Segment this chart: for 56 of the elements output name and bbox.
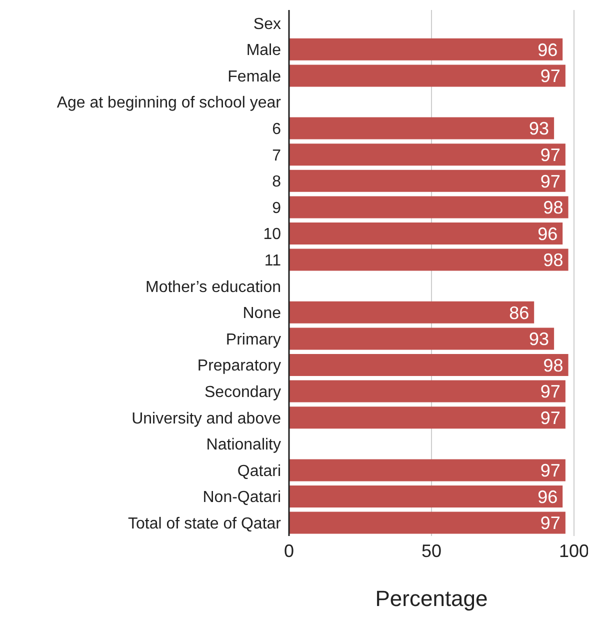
data-label: 98 (543, 250, 564, 270)
y-tick-label: None (242, 305, 282, 322)
bar (289, 248, 568, 271)
y-tick-label: 9 (272, 200, 282, 217)
bar (289, 380, 566, 402)
y-tick-label: 10 (263, 226, 282, 244)
y-tick-label: Secondary (204, 384, 281, 402)
y-tick-label: Preparatory (197, 358, 281, 375)
data-label: 96 (538, 486, 558, 507)
data-label: 86 (509, 302, 530, 323)
bar (289, 354, 568, 376)
y-tick-label: Male (246, 42, 282, 60)
bar (289, 222, 563, 245)
y-tick-label: Total of state of Qatar (128, 516, 282, 533)
y-tick-label: 6 (272, 121, 282, 138)
x-tick-label: 100 (558, 540, 590, 561)
bar (289, 512, 566, 534)
bar (289, 117, 554, 140)
y-tick-label: Mother’s education (146, 278, 281, 296)
data-label: 93 (529, 329, 550, 350)
y-tick-label: Qatari (237, 462, 281, 480)
y-tick-label: Sex (253, 16, 281, 33)
y-tick-label: Nationality (206, 436, 281, 454)
data-label: 97 (540, 144, 560, 165)
bar (289, 486, 563, 508)
data-label: 98 (543, 198, 564, 218)
y-tick-label: 8 (272, 174, 282, 191)
data-label: 93 (529, 118, 550, 139)
bar (289, 406, 566, 429)
bar (289, 144, 566, 166)
x-axis-title: Percentage (375, 586, 488, 611)
bar (289, 328, 554, 350)
data-label: 96 (538, 224, 558, 244)
data-label: 97 (540, 460, 560, 481)
y-tick-label: Non-Qatari (202, 489, 281, 506)
data-label: 97 (540, 408, 560, 428)
bar (289, 38, 563, 60)
data-label: 96 (538, 40, 558, 60)
y-tick-label: University and above (132, 410, 282, 428)
data-label: 97 (540, 382, 560, 402)
y-tick-label: Primary (226, 331, 281, 348)
bar (289, 459, 566, 482)
bar (289, 170, 566, 192)
x-tick-label: 0 (284, 540, 294, 561)
y-tick-label: Female (228, 68, 282, 86)
data-label: 97 (540, 171, 560, 192)
data-label: 97 (540, 66, 560, 86)
y-tick-label: 7 (272, 147, 282, 164)
bar (289, 196, 568, 218)
bar (289, 64, 566, 87)
data-label: 97 (540, 513, 560, 534)
data-label: 98 (543, 355, 564, 376)
y-tick-label: Age at beginning of school year (56, 94, 282, 112)
y-tick-label: 11 (264, 252, 282, 270)
bar (289, 301, 534, 324)
x-tick-label: 50 (421, 540, 442, 561)
